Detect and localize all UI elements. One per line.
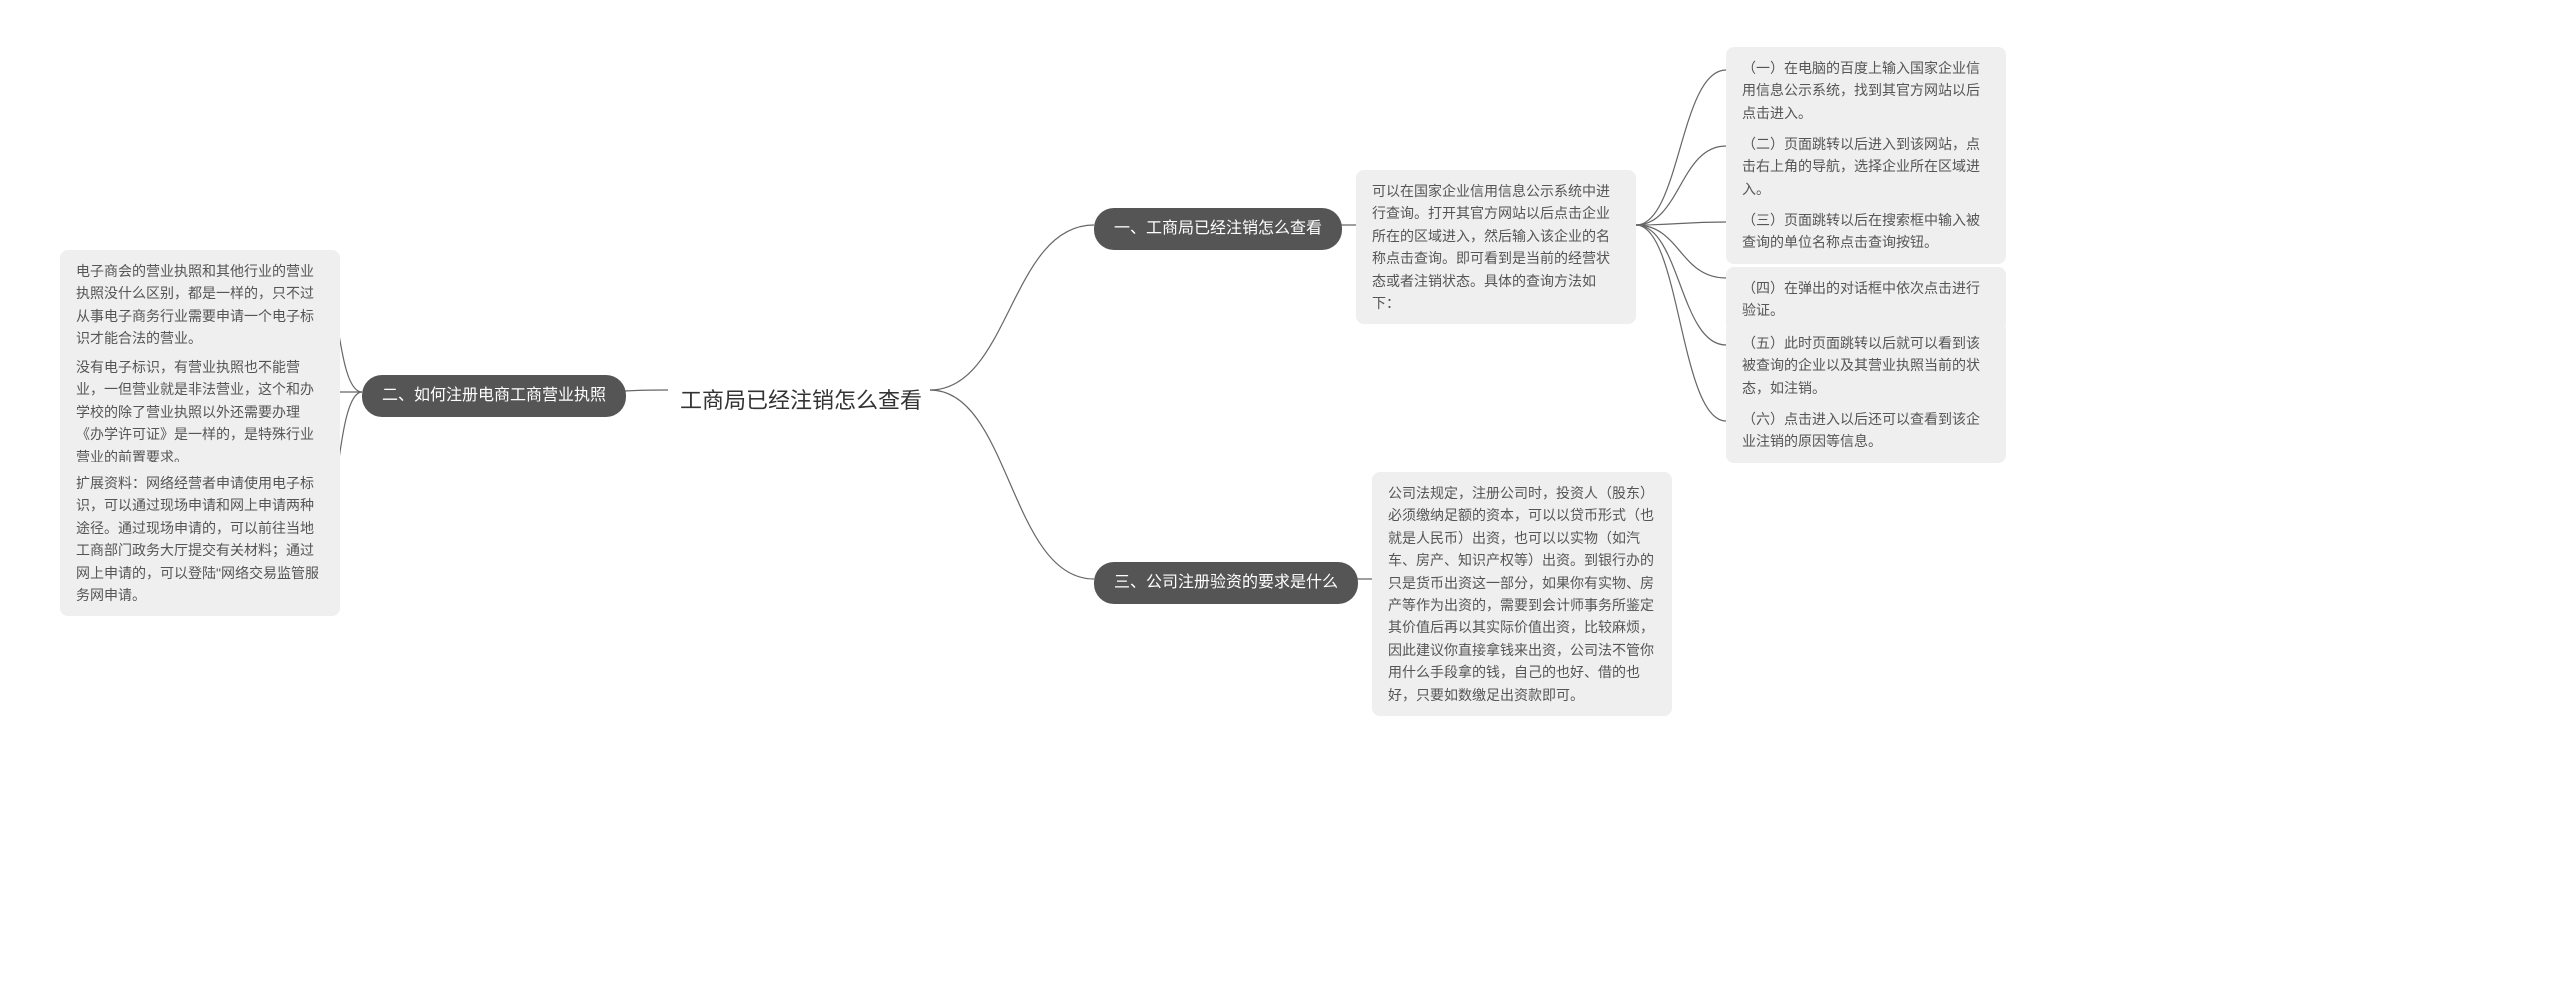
branch1-step-5: （五）此时页面跳转以后就可以看到该被查询的企业以及其营业执照当前的状态，如注销。 [1726,322,2006,409]
branch2-leaf-1: 电子商会的营业执照和其他行业的营业执照没什么区别，都是一样的，只不过从事电子商务… [60,250,340,360]
branch2-leaf-2: 没有电子标识，有营业执照也不能营业，一但营业就是非法营业，这个和办学校的除了营业… [60,346,340,478]
branch-node-2[interactable]: 二、如何注册电商工商营业执照 [362,375,626,417]
branch-node-3[interactable]: 三、公司注册验资的要求是什么 [1094,562,1358,604]
branch2-leaf-3: 扩展资料：网络经营者申请使用电子标识，可以通过现场申请和网上申请两种途径。通过现… [60,462,340,616]
branch1-step-1: （一）在电脑的百度上输入国家企业信用信息公示系统，找到其官方网站以后点击进入。 [1726,47,2006,134]
root-node[interactable]: 工商局已经注销怎么查看 [668,375,934,426]
branch1-step-3: （三）页面跳转以后在搜索框中输入被查询的单位名称点击查询按钮。 [1726,199,2006,264]
branch1-step-2: （二）页面跳转以后进入到该网站，点击右上角的导航，选择企业所在区域进入。 [1726,123,2006,210]
branch1-desc: 可以在国家企业信用信息公示系统中进行查询。打开其官方网站以后点击企业所在的区域进… [1356,170,1636,324]
branch3-desc: 公司法规定，注册公司时，投资人（股东）必须缴纳足额的资本，可以以贷币形式（也就是… [1372,472,1672,716]
connector-layer [0,0,2560,983]
branch1-step-6: （六）点击进入以后还可以查看到该企业注销的原因等信息。 [1726,398,2006,463]
branch-node-1[interactable]: 一、工商局已经注销怎么查看 [1094,208,1342,250]
